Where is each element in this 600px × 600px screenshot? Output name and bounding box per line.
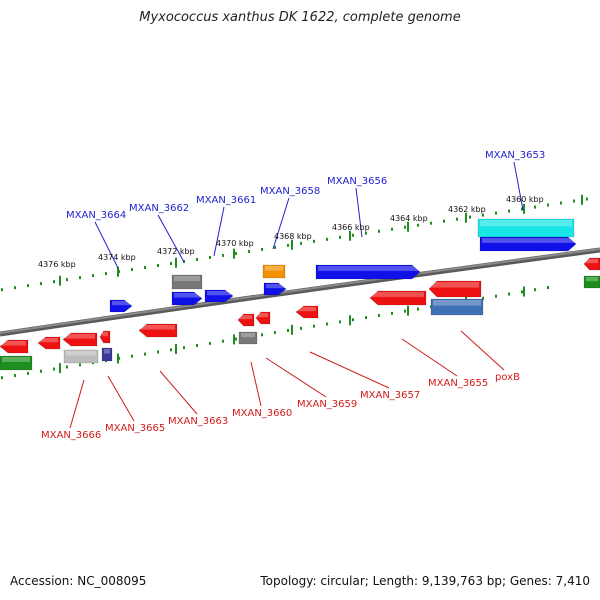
- gene-feature: [0, 339, 29, 354]
- gene-features: [0, 218, 600, 371]
- gene-feature: [138, 323, 178, 338]
- gene-label: MXAN_3655: [428, 378, 488, 389]
- gene-feature: [583, 257, 600, 271]
- gene-feature: [263, 282, 287, 296]
- gene-feature: [430, 298, 484, 316]
- gene-feature: [428, 280, 482, 298]
- feature-shine: [40, 338, 58, 343]
- scale-label: 4370 kbp: [216, 239, 254, 248]
- gene-label: MXAN_3661: [196, 195, 256, 206]
- gene-label: MXAN_3665: [105, 423, 165, 434]
- gene-label: MXAN_3663: [168, 416, 228, 427]
- gene-labels: 4376 kbp 4374 kbp 4372 kbp 4370 kbp 4368 kbp…: [38, 150, 545, 441]
- backbone-line: [0, 247, 600, 337]
- gene-feature: [204, 289, 234, 303]
- scale-label: 4374 kbp: [98, 253, 136, 262]
- feature-shine: [372, 292, 424, 297]
- feature-shine: [174, 293, 200, 298]
- gene-feature: [315, 264, 421, 280]
- feature-shine: [433, 300, 481, 306]
- scale-label: 4362 kbp: [448, 205, 486, 214]
- feature-shine: [66, 351, 96, 356]
- gene-feature: [477, 218, 575, 238]
- gene-feature: [62, 332, 98, 347]
- gene-label: poxB: [495, 372, 520, 383]
- feature-shine: [431, 282, 479, 288]
- gene-feature: [237, 313, 255, 327]
- gene-feature: [63, 349, 99, 364]
- gene-feature: [369, 290, 427, 306]
- feature-shine: [586, 259, 598, 264]
- scale-label: 4368 kbp: [274, 232, 312, 241]
- gene-label: MXAN_3659: [297, 399, 357, 410]
- gene-label: MXAN_3656: [327, 176, 387, 187]
- leader-line: [309, 351, 390, 389]
- gene-feature: [109, 299, 133, 313]
- scale-label: 4360 kbp: [506, 195, 544, 204]
- leader-line: [213, 206, 225, 257]
- accession-text: Accession: NC_008095: [10, 574, 147, 588]
- backbone-highlight: [0, 248, 600, 334]
- leader-line: [69, 379, 85, 429]
- scale-label: 4366 kbp: [332, 223, 370, 232]
- genome-backbone: [0, 247, 600, 337]
- leader-line: [355, 187, 363, 238]
- leader-line: [159, 370, 198, 415]
- gene-feature: [295, 305, 319, 319]
- leader-line: [94, 221, 119, 269]
- feature-shine: [2, 357, 30, 362]
- gene-label: MXAN_3664: [66, 210, 126, 221]
- feature-shine: [141, 325, 175, 330]
- gene-feature: [101, 347, 113, 362]
- feature-shine: [480, 220, 572, 227]
- gene-label: MXAN_3658: [260, 186, 320, 197]
- gene-label: MXAN_3653: [485, 150, 545, 161]
- map-title: Myxococcus xanthus DK 1622, complete gen…: [139, 10, 461, 25]
- leader-line: [460, 330, 505, 371]
- feature-shine: [102, 332, 108, 337]
- gene-feature: [583, 275, 600, 289]
- feature-shine: [240, 315, 252, 320]
- feature-shine: [207, 291, 231, 296]
- leader-line: [272, 197, 290, 250]
- gene-feature: [255, 311, 271, 325]
- gene-label: MXAN_3660: [232, 408, 292, 419]
- scale-label: 4372 kbp: [157, 247, 195, 256]
- scale-label: 4364 kbp: [390, 214, 428, 223]
- feature-shine: [265, 266, 283, 271]
- feature-shine: [2, 341, 26, 346]
- scale-label: 4376 kbp: [38, 260, 76, 269]
- feature-shine: [298, 307, 316, 312]
- gene-label: MXAN_3666: [41, 430, 101, 441]
- leader-line: [513, 161, 524, 211]
- leader-line: [250, 361, 262, 407]
- genome-stats-text: Topology: circular; Length: 9,139,763 bp…: [260, 574, 590, 588]
- feature-shine: [258, 313, 268, 318]
- feature-shine: [65, 334, 95, 339]
- leader-line: [157, 214, 185, 263]
- gene-feature: [99, 330, 111, 344]
- leader-line: [401, 338, 458, 377]
- feature-shine: [112, 301, 130, 306]
- scale-ticks: [1, 194, 588, 380]
- gene-feature: [37, 336, 61, 350]
- feature-shine: [318, 266, 418, 271]
- gene-feature: [262, 264, 286, 279]
- feature-shine: [482, 238, 574, 243]
- feature-shine: [266, 284, 284, 289]
- gene-label: MXAN_3657: [360, 390, 420, 401]
- leader-line: [107, 375, 135, 422]
- gene-feature: [0, 355, 33, 371]
- gene-label: MXAN_3662: [129, 203, 189, 214]
- gene-feature: [171, 291, 203, 306]
- label-leaders: [69, 161, 524, 429]
- gene-feature: [171, 274, 203, 290]
- feature-shine: [241, 333, 255, 338]
- leader-line: [265, 357, 327, 398]
- feature-shine: [586, 277, 598, 282]
- feature-shine: [104, 349, 110, 354]
- feature-shine: [174, 276, 200, 281]
- gene-feature: [238, 331, 258, 345]
